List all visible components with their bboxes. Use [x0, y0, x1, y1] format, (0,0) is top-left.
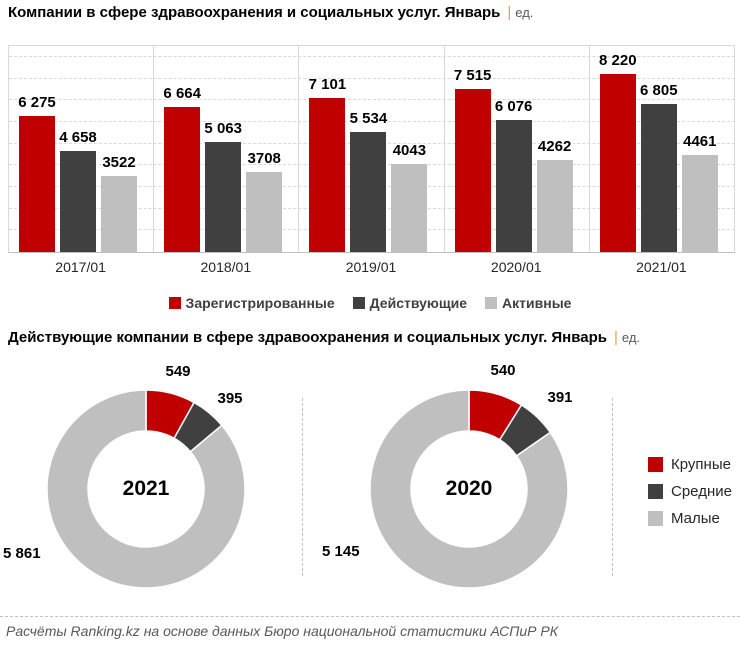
donut-2020-center-label: 2020 [445, 477, 493, 500]
bar-value-label: 7 101 [308, 76, 347, 93]
gridline [9, 77, 735, 79]
bar-value-label: 4461 [683, 133, 717, 150]
donut-chart-legend: Крупные Средние Малые [648, 456, 732, 527]
bar-2019/01: 7 101 [309, 76, 346, 252]
bar-2018/01: 3708 [246, 150, 283, 252]
bar-chart-title-text: Компании в сфере здравоохранения и социа… [8, 4, 501, 21]
bar-group-2021/01: 8 220 6 805 4461 [590, 46, 736, 252]
donut-slice-Малые [369, 389, 569, 589]
donut-2021-medium-value: 395 [217, 390, 243, 407]
small-companies-swatch-icon [648, 511, 663, 526]
bar-value-label: 4262 [537, 138, 572, 155]
bar-group-2017/01: 6 275 4 658 3522 [9, 46, 155, 252]
x-axis-label: 2017/01 [55, 259, 106, 275]
operating-series-swatch-icon [352, 297, 365, 309]
bar-2020/01: 4262 [536, 138, 573, 252]
legend-item-medium: Средние [648, 483, 732, 500]
bar-value-label: 6 805 [640, 82, 678, 99]
bar-group-2018/01: 6 664 5 063 3708 [154, 46, 300, 252]
bar-value-label: 4043 [392, 142, 427, 159]
x-axis-label: 2019/01 [345, 259, 397, 275]
legend-label-medium: Средние [671, 483, 732, 500]
donut-2020-medium-value: 391 [547, 389, 573, 406]
bar-value-label: 3708 [247, 150, 281, 167]
bar-2018/01: 6 664 [163, 85, 201, 252]
bar-2018/01: 5 063 [204, 120, 242, 252]
bar-value-label: 3522 [102, 154, 136, 171]
donut-2021-center-label: 2021 [122, 477, 170, 500]
x-axis-label: 2021/01 [636, 259, 687, 275]
bar-value-label: 6 275 [18, 94, 56, 111]
active-series-swatch-icon [485, 297, 498, 309]
x-axis-label: 2018/01 [200, 259, 252, 275]
bar-chart-x-axis: 2017/01 2018/01 2019/01 2020/01 2021/01 [8, 259, 734, 275]
bar-2017/01: 6 275 [18, 94, 56, 252]
medium-companies-swatch-icon [648, 484, 663, 499]
donut-2020-large-value: 540 [490, 362, 516, 379]
bar-2019/01: 5 534 [350, 110, 387, 252]
bar-chart-title: Компании в сфере здравоохранения и социа… [8, 4, 533, 21]
large-companies-swatch-icon [648, 457, 663, 472]
bar-2021/01: 8 220 [599, 52, 637, 252]
donut-2021-small-value: 5 861 [3, 545, 41, 562]
legend-item-active: Активные [485, 295, 571, 311]
legend-label-operating: Действующие [369, 295, 468, 311]
legend-item-registered: Зарегистрированные [168, 295, 335, 311]
legend-label-small: Малые [671, 510, 720, 527]
donut-chart-2020 [369, 389, 569, 589]
bar-2021/01: 6 805 [640, 82, 678, 252]
legend-label-active: Активные [502, 295, 572, 311]
bar-2020/01: 7 515 [454, 67, 491, 252]
registered-series-swatch-icon [168, 297, 181, 309]
title-separator: | [614, 329, 618, 346]
x-axis-label: 2020/01 [490, 259, 542, 275]
bar-value-label: 6 664 [163, 85, 201, 102]
bar-value-label: 4 658 [59, 129, 97, 146]
bar-2021/01: 4461 [681, 133, 718, 252]
donut-slice-Малые [46, 389, 246, 589]
title-unit-label: ед. [621, 330, 641, 345]
legend-item-small: Малые [648, 510, 732, 527]
bar-chart-legend: Зарегистрированные Действующие Активные [0, 295, 740, 311]
bar-2017/01: 4 658 [59, 129, 97, 252]
donut-2020-small-value: 5 145 [322, 543, 360, 560]
legend-item-large: Крупные [648, 456, 732, 473]
bar-group-2020/01: 7 515 6 076 4262 [445, 46, 590, 252]
bar-2017/01: 3522 [101, 154, 137, 252]
donut-separator-line [302, 398, 303, 576]
bar-2020/01: 6 076 [495, 98, 532, 252]
bar-group-2019/01: 7 101 5 534 4043 [299, 46, 445, 252]
gridline [9, 120, 735, 122]
title-unit-label: ед. [515, 5, 534, 20]
source-note: Расчёты Ranking.kz на основе данных Бюро… [0, 616, 740, 639]
legend-label-large: Крупные [671, 456, 731, 473]
bar-2019/01: 4043 [391, 142, 428, 252]
gridline [9, 55, 735, 57]
bar-value-label: 5 063 [204, 120, 242, 137]
donut-chart-2021 [46, 389, 246, 589]
bar-value-label: 8 220 [599, 52, 637, 69]
bar-value-label: 7 515 [453, 67, 492, 84]
title-separator: | [507, 4, 512, 21]
donut-separator-line [612, 398, 613, 576]
gridline [9, 99, 735, 101]
bar-value-label: 5 534 [349, 110, 388, 127]
bar-chart-plot-area: 6 275 4 658 3522 6 664 5 063 3708 7 101 5 534 40… [8, 45, 736, 253]
donut-chart-title: Действующие компании в сфере здравоохран… [8, 329, 640, 346]
donut-chart-title-text: Действующие компании в сфере здравоохран… [8, 329, 607, 346]
legend-label-registered: Зарегистрированные [185, 295, 335, 311]
legend-item-operating: Действующие [352, 295, 468, 311]
donut-2021-large-value: 549 [165, 363, 191, 380]
bar-value-label: 6 076 [494, 98, 533, 115]
